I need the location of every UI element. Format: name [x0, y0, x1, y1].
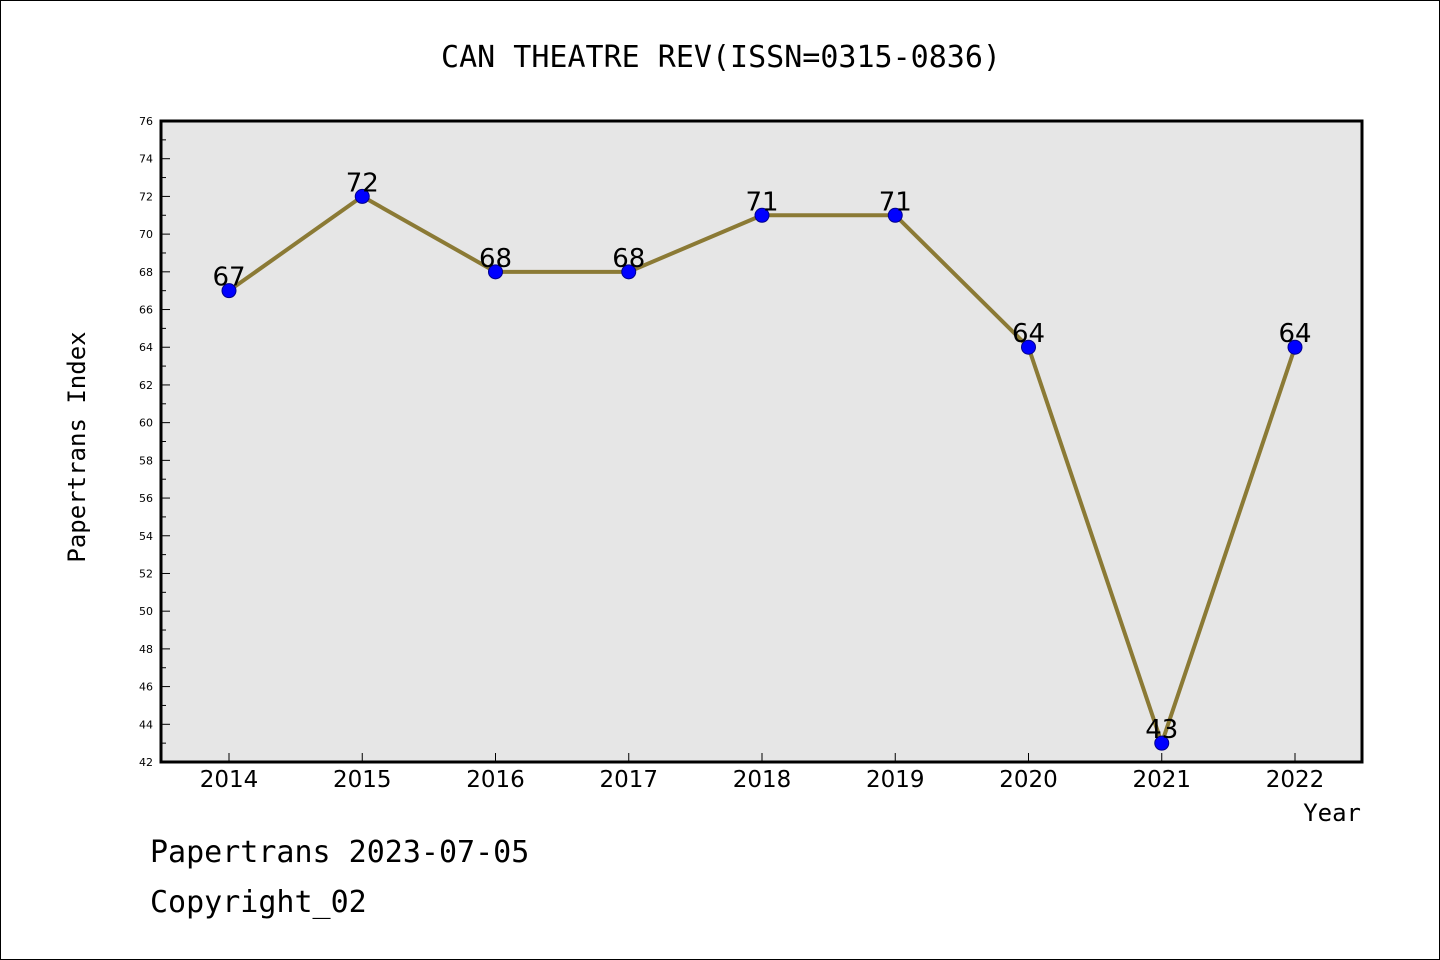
data-label: 71 — [879, 187, 912, 217]
data-label-group: 67 72 68 68 71 71 64 43 64 — [212, 168, 1311, 745]
x-axis-ticks: 2014 2015 2016 2017 2018 2019 2020 2021 2022 — [200, 753, 1325, 793]
y-tick-label: 54 — [139, 530, 153, 543]
footer-date-text: Papertrans 2023-07-05 — [150, 835, 530, 870]
y-tick-label: 42 — [139, 756, 153, 769]
series-group — [221, 188, 1303, 751]
data-label: 71 — [745, 187, 778, 217]
y-tick-label: 60 — [139, 417, 153, 430]
data-point-marker — [1154, 735, 1170, 751]
data-point-marker — [1287, 339, 1303, 355]
x-tick-label: 2022 — [1266, 767, 1325, 793]
x-tick-label: 2020 — [999, 767, 1058, 793]
data-label: 68 — [612, 244, 645, 274]
y-tick-label: 72 — [139, 190, 153, 203]
data-label: 72 — [346, 168, 379, 198]
data-point-marker — [488, 264, 503, 280]
y-axis-label: Papertrans Index — [63, 331, 91, 562]
x-tick-label: 2019 — [866, 767, 925, 793]
y-tick-label: 52 — [139, 567, 153, 580]
data-label: 64 — [1278, 319, 1311, 349]
chart-title: CAN THEATRE REV(ISSN=0315-0836) — [441, 40, 1001, 75]
y-tick-label: 76 — [139, 115, 153, 128]
data-point-marker — [754, 207, 770, 223]
y-tick-label: 50 — [139, 605, 153, 618]
y-tick-label: 70 — [139, 228, 153, 241]
data-label: 43 — [1145, 715, 1178, 745]
x-tick-label: 2021 — [1132, 767, 1191, 793]
data-label: 67 — [212, 263, 245, 293]
data-point-marker — [621, 264, 637, 280]
plot-area — [159, 119, 1364, 764]
data-label: 64 — [1012, 319, 1045, 349]
y-tick-label: 66 — [139, 304, 153, 317]
x-tick-label: 2017 — [599, 767, 658, 793]
y-tick-label: 68 — [139, 266, 153, 279]
data-point-marker — [354, 188, 370, 204]
y-tick-label: 48 — [139, 643, 153, 656]
y-tick-label: 56 — [139, 492, 153, 505]
y-tick-label: 64 — [139, 341, 153, 354]
footer-copyright-text: Copyright_02 — [150, 885, 367, 920]
data-point-marker — [1021, 339, 1036, 355]
x-tick-label: 2018 — [733, 767, 792, 793]
y-tick-label: 74 — [139, 153, 153, 166]
data-point-marker — [221, 283, 237, 299]
x-tick-label: 2014 — [200, 767, 259, 793]
x-tick-label: 2016 — [466, 767, 525, 793]
y-tick-label: 44 — [139, 718, 153, 731]
data-label: 68 — [479, 244, 512, 274]
x-axis-label: Year — [1303, 799, 1361, 827]
x-tick-label: 2015 — [333, 767, 392, 793]
y-tick-label: 46 — [139, 681, 153, 694]
data-point-marker — [887, 207, 903, 223]
y-tick-label: 58 — [139, 454, 153, 467]
y-axis-ticks: 42 44 46 48 50 52 54 56 58 60 62 64 66 68 70 72 74 76 — [139, 115, 170, 769]
y-tick-label: 62 — [139, 379, 153, 392]
